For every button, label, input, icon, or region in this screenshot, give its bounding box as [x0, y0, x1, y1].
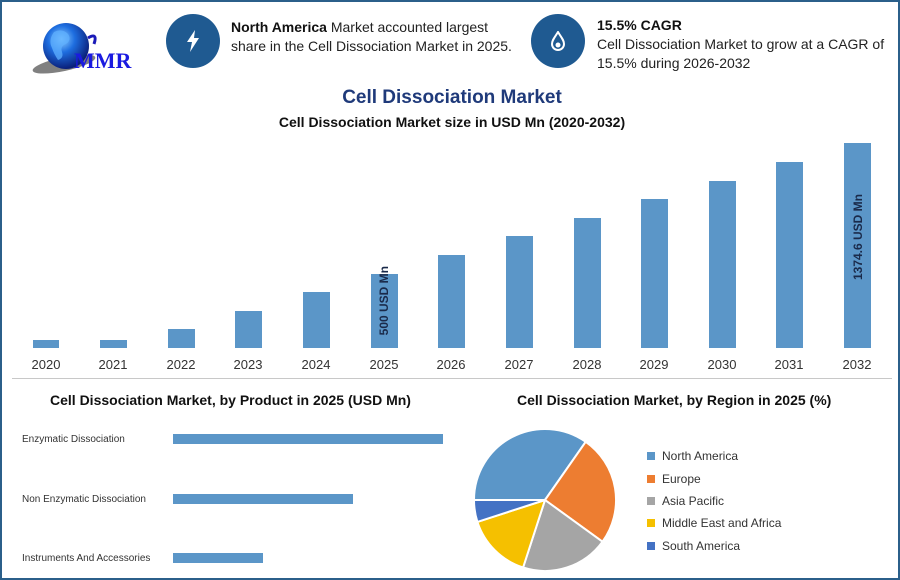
product-chart-title: Cell Dissociation Market, by Product in …: [50, 392, 411, 408]
pie-slice-south-america: [472, 499, 546, 524]
x-tick-2029: 2029: [639, 357, 669, 372]
legend-label: North America: [662, 449, 739, 463]
legend-item-south-america: South America: [647, 539, 740, 553]
water-drop-icon: [550, 31, 566, 51]
legend-item-asia-pacific: Asia Pacific: [647, 494, 724, 508]
bar-2024: [303, 292, 330, 348]
product-bar-enzymatic: [173, 434, 443, 444]
info-card-1-body: Market accounted largest share in the Ce…: [231, 19, 512, 54]
legend-swatch-asia-pacific: [647, 497, 655, 505]
x-tick-2031: 2031: [774, 357, 804, 372]
x-tick-2020: 2020: [31, 357, 61, 372]
legend-label: Middle East and Africa: [662, 516, 782, 530]
legend-label: Asia Pacific: [662, 494, 725, 508]
mmr-logo: MMR: [30, 20, 140, 78]
bar-2028: [574, 218, 601, 348]
bar-2021: [100, 340, 127, 348]
bar-2025: [371, 274, 398, 348]
legend-item-middle-east-africa: Middle East and Africa: [647, 516, 781, 530]
pie-slice-north-america: [472, 428, 588, 501]
logo-text: MMR: [74, 48, 132, 73]
legend-label: South America: [662, 539, 741, 553]
product-bar-non-enzymatic: [173, 494, 353, 504]
legend-swatch-middle-east-africa: [647, 519, 655, 527]
region-chart-title: Cell Dissociation Market, by Region in 2…: [517, 392, 832, 408]
info-card-2-text: 15.5% CAGR Cell Dissociation Market to g…: [597, 16, 892, 73]
bar-2029: [641, 199, 668, 348]
bar-2026: [438, 255, 465, 348]
lightning-icon: [187, 30, 199, 52]
bar-2030: [709, 181, 736, 348]
x-tick-2021: 2021: [98, 357, 128, 372]
info-card-2-bold: 15.5% CAGR: [597, 17, 682, 33]
info-card-1-bold: North America: [231, 19, 327, 35]
globe-icon: [32, 23, 97, 74]
legend-label: Europe: [662, 472, 701, 486]
x-tick-2022: 2022: [166, 357, 196, 372]
legend-item-europe: Europe: [647, 472, 701, 486]
product-label-enzymatic: Enzymatic Dissociation: [22, 434, 125, 445]
bar-2022: [168, 329, 195, 348]
bar-2020: [33, 340, 59, 348]
x-tick-2028: 2028: [572, 357, 602, 372]
product-label-instruments: Instruments And Accessories: [22, 553, 151, 564]
legend-swatch-europe: [647, 475, 655, 483]
x-tick-2026: 2026: [436, 357, 466, 372]
product-bar-instruments: [173, 553, 263, 563]
pie-slice-europe: [543, 440, 618, 544]
product-label-non-enzymatic: Non Enzymatic Dissociation: [22, 494, 146, 505]
x-tick-2024: 2024: [301, 357, 331, 372]
x-tick-2032: 2032: [842, 357, 872, 372]
info-icon-circle-1: [166, 14, 220, 68]
bar-label-2032: 1374.6 USD Mn: [851, 193, 865, 281]
bar-2027: [506, 236, 533, 348]
x-tick-2030: 2030: [707, 357, 737, 372]
legend-swatch-north-america: [647, 452, 655, 460]
legend-item-north-america: North America: [647, 449, 738, 463]
info-icon-circle-2: [531, 14, 585, 68]
bar-label-2025: 500 USD Mn: [377, 266, 391, 336]
x-tick-2027: 2027: [504, 357, 534, 372]
bar-2023: [235, 311, 262, 348]
bar-2032: [844, 143, 871, 348]
legend-swatch-south-america: [647, 542, 655, 550]
region-pie-chart: [472, 428, 619, 576]
bar-2031: [776, 162, 803, 348]
bar-chart-title: Cell Dissociation Market size in USD Mn …: [278, 114, 626, 130]
x-axis-line: [12, 378, 892, 379]
info-card-1-text: North America Market accounted largest s…: [231, 18, 521, 56]
x-tick-2025: 2025: [369, 357, 399, 372]
pie-slice-asia-pacific: [521, 498, 604, 572]
x-tick-2023: 2023: [233, 357, 263, 372]
info-card-2-body: Cell Dissociation Market to grow at a CA…: [597, 36, 885, 71]
page-title: Cell Dissociation Market: [342, 87, 562, 108]
